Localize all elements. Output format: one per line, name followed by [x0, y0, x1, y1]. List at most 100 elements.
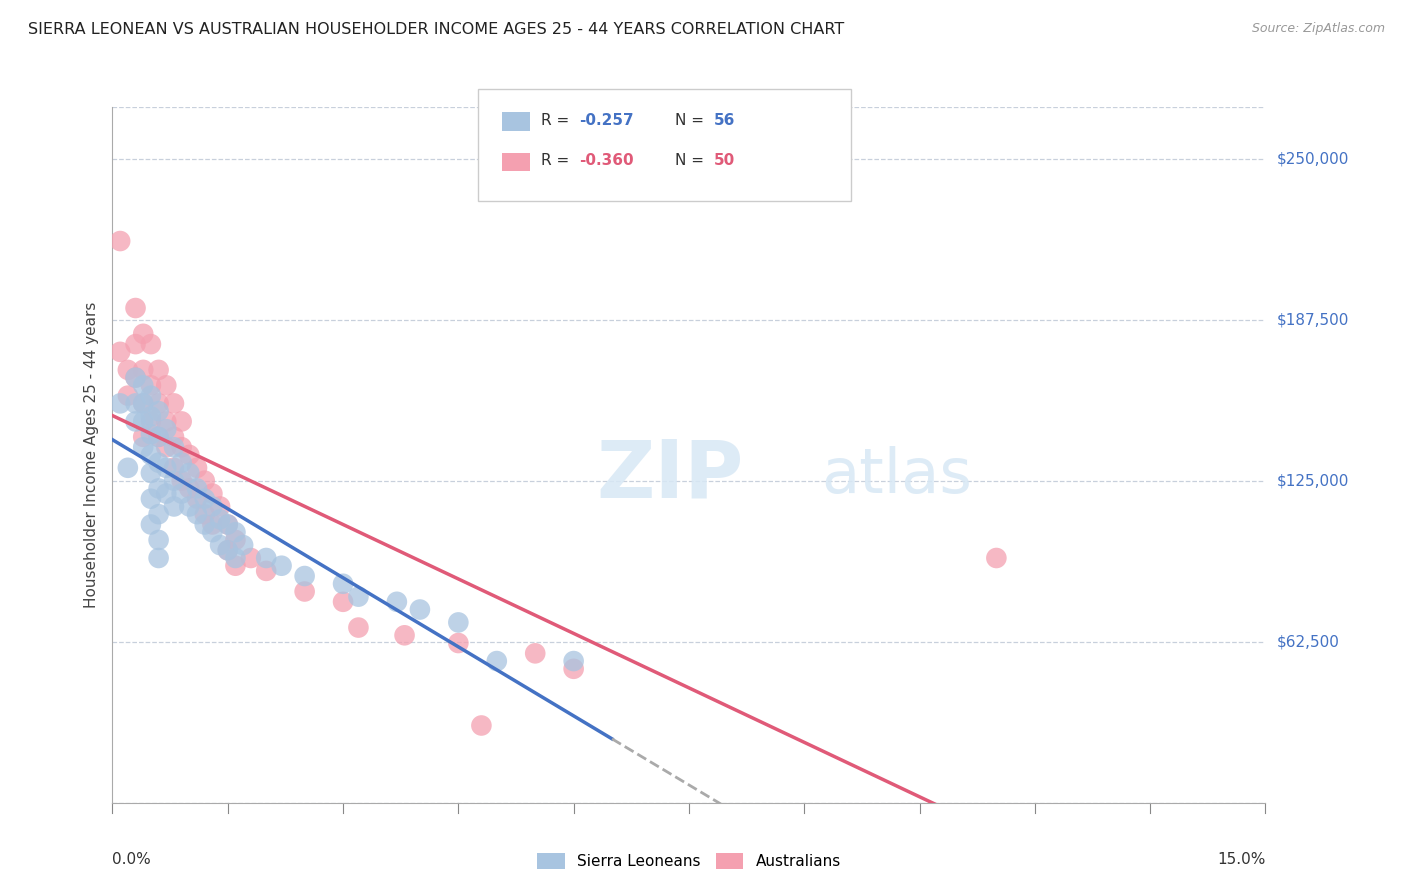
Point [217, 543, 239, 558]
Text: 50: 50 [714, 153, 735, 168]
Point [332, 576, 354, 591]
Point [179, 482, 201, 496]
Point [232, 538, 254, 552]
Y-axis label: Householder Income Ages 25 - 44 years: Householder Income Ages 25 - 44 years [83, 301, 98, 608]
Point [447, 636, 470, 650]
Text: $187,500: $187,500 [1277, 312, 1350, 327]
Point [179, 466, 201, 480]
Point [139, 491, 162, 506]
Point [148, 551, 170, 566]
Point [224, 551, 246, 566]
Point [201, 525, 224, 540]
Point [224, 558, 246, 573]
Point [170, 440, 193, 454]
Point [139, 466, 162, 480]
Point [139, 337, 162, 351]
Point [485, 654, 508, 668]
Point [148, 533, 170, 547]
Point [163, 440, 186, 454]
Point [148, 430, 170, 444]
Point [148, 482, 170, 496]
Legend: Sierra Leoneans, Australians: Sierra Leoneans, Australians [531, 847, 846, 875]
Point [179, 448, 201, 462]
Point [217, 543, 239, 558]
Point [117, 363, 139, 377]
Point [132, 414, 155, 428]
Point [394, 628, 416, 642]
Point [179, 500, 201, 514]
Point [347, 590, 370, 604]
Text: Source: ZipAtlas.com: Source: ZipAtlas.com [1251, 22, 1385, 36]
Point [124, 301, 146, 315]
Point [986, 551, 1008, 566]
Point [132, 363, 155, 377]
Text: R =: R = [541, 113, 575, 128]
Point [254, 551, 277, 566]
Point [170, 456, 193, 470]
Text: -0.257: -0.257 [579, 113, 634, 128]
Point [124, 370, 146, 384]
Point [124, 396, 146, 410]
Point [294, 569, 316, 583]
Point [132, 378, 155, 392]
Point [139, 378, 162, 392]
Point [139, 448, 162, 462]
Point [186, 507, 208, 521]
Point [224, 525, 246, 540]
Point [148, 456, 170, 470]
Point [385, 595, 408, 609]
Point [139, 427, 162, 442]
Point [132, 396, 155, 410]
Point [409, 602, 432, 616]
Point [117, 460, 139, 475]
Point [447, 615, 470, 630]
Point [124, 337, 146, 351]
Point [186, 460, 208, 475]
Point [194, 517, 217, 532]
Point [194, 491, 217, 506]
Point [139, 389, 162, 403]
Point [155, 422, 177, 436]
Point [163, 396, 186, 410]
Point [163, 460, 186, 475]
Point [163, 474, 186, 488]
Point [148, 396, 170, 410]
Point [201, 486, 224, 500]
Text: $125,000: $125,000 [1277, 473, 1350, 488]
Point [470, 718, 492, 732]
Point [108, 344, 131, 359]
Text: N =: N = [675, 113, 709, 128]
Point [155, 486, 177, 500]
Text: ZIP: ZIP [596, 437, 744, 515]
Text: atlas: atlas [821, 446, 973, 506]
Text: N =: N = [675, 153, 709, 168]
Point [224, 533, 246, 547]
Point [108, 396, 131, 410]
Point [217, 517, 239, 532]
Point [155, 378, 177, 392]
Point [117, 389, 139, 403]
Point [170, 474, 193, 488]
Point [139, 414, 162, 428]
Point [186, 482, 208, 496]
Point [148, 363, 170, 377]
Text: R =: R = [541, 153, 575, 168]
Point [194, 507, 217, 521]
Text: 0.0%: 0.0% [112, 852, 152, 866]
Point [132, 440, 155, 454]
Point [332, 595, 354, 609]
Point [139, 517, 162, 532]
Point [170, 486, 193, 500]
Point [217, 517, 239, 532]
Point [132, 396, 155, 410]
Point [132, 326, 155, 341]
Point [294, 584, 316, 599]
Point [132, 430, 155, 444]
Point [209, 512, 232, 526]
Point [186, 491, 208, 506]
Text: $62,500: $62,500 [1277, 634, 1340, 649]
Point [163, 430, 186, 444]
Point [209, 500, 232, 514]
Point [148, 430, 170, 444]
Point [124, 370, 146, 384]
